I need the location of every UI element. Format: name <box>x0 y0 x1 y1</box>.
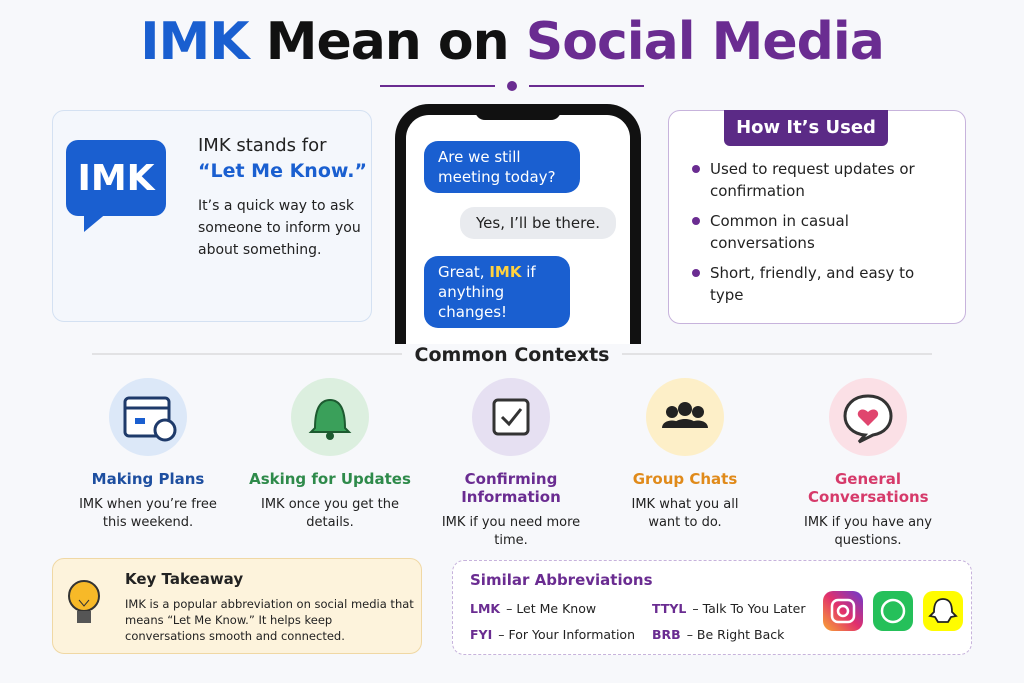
definition-meaning: “Let Me Know.” <box>198 160 367 182</box>
takeaway-card <box>52 558 422 654</box>
title-part: IMK <box>140 12 249 72</box>
title-part: Mean on <box>265 12 510 72</box>
takeaway-title: Key Takeaway <box>125 570 244 588</box>
icon <box>843 394 893 444</box>
context-example: IMK once you get the details. <box>260 497 399 530</box>
bullet <box>692 217 700 225</box>
context-example: IMK if you have any questions. <box>804 515 932 548</box>
similar-abbr: TTYL <box>652 601 687 616</box>
similar-meaning: – Let Me Know <box>506 601 597 616</box>
chat-message: Great, IMK if anything changes! <box>424 256 570 328</box>
similar-meaning: – Be Right Back <box>686 627 785 642</box>
usage-list: Used to request updates or confirmation C… <box>690 158 920 314</box>
context-example: IMK what you all want to do. <box>631 497 739 530</box>
similar-item: LMK – Let Me Know <box>470 601 596 616</box>
title-divider <box>380 81 644 91</box>
chat-message: Yes, I’ll be there. <box>460 207 616 239</box>
definition-text: It’s a quick way to ask someone to infor… <box>198 198 361 258</box>
bullet <box>692 269 700 277</box>
usage-text: Common in casual conversations <box>710 212 849 252</box>
icon <box>308 398 352 440</box>
context-icon <box>291 378 369 456</box>
section-divider <box>92 353 932 355</box>
similar-abbr: LMK <box>470 601 501 616</box>
usage-title: How It’s Used <box>724 110 888 146</box>
context-title: Asking for Updates <box>249 470 411 488</box>
context-icon <box>109 378 187 456</box>
title-part: Social Media <box>525 12 885 72</box>
contexts-title: Common Contexts <box>414 344 610 366</box>
similar-meaning: – Talk To You Later <box>692 601 806 616</box>
usage-item: Common in casual conversations <box>690 210 920 254</box>
bulb-icon <box>68 580 100 623</box>
context-item: General Conversations IMK if you have any… <box>783 378 953 550</box>
imk-icon-text: IMK <box>77 158 155 199</box>
context-title: Confirming Information <box>461 470 561 506</box>
similar-meaning: – For Your Information <box>498 627 635 642</box>
context-example: IMK when you’re free this weekend. <box>79 497 217 530</box>
title: IMK Mean on Social Media <box>0 12 1024 72</box>
usage-item: Short, friendly, and easy to type <box>690 262 920 306</box>
context-icon <box>646 378 724 456</box>
context-item: Making Plans IMK when you’re free this we… <box>63 378 233 532</box>
similar-item: BRB – Be Right Back <box>652 627 784 642</box>
similar-abbr: FYI <box>470 627 493 642</box>
similar-title: Similar Abbreviations <box>470 571 653 589</box>
bullet <box>692 165 700 173</box>
similar-item: FYI – For Your Information <box>470 627 635 642</box>
context-title: Making Plans <box>91 470 205 488</box>
icon <box>662 402 708 428</box>
context-title: Group Chats <box>632 470 738 488</box>
chat-text: if anything changes! <box>438 263 536 321</box>
phone-notch <box>475 104 561 120</box>
context-icon <box>829 378 907 456</box>
takeaway-text: IMK is a popular abbreviation on social … <box>125 597 414 643</box>
social-icons <box>823 591 963 631</box>
context-example: IMK if you need more time. <box>441 515 581 548</box>
definition-lead: IMK stands for <box>198 135 327 156</box>
icon <box>492 398 530 436</box>
context-item: Group Chats IMK what you all want to do. <box>600 378 770 532</box>
context-title: General Conversations <box>808 470 929 506</box>
context-item: Confirming Information IMK if you need mo… <box>426 378 596 550</box>
usage-text: Short, friendly, and easy to type <box>710 264 915 304</box>
context-item: Asking for Updates IMK once you get the d… <box>245 378 415 532</box>
imk-icon <box>66 140 166 232</box>
usage-text: Used to request updates or confirmation <box>710 160 915 200</box>
similar-item: TTYL – Talk To You Later <box>652 601 806 616</box>
chat-message: Are we still meeting today? <box>424 141 580 193</box>
chat-highlight: IMK <box>489 263 522 281</box>
similar-abbr: BRB <box>652 627 681 642</box>
usage-item: Used to request updates or confirmation <box>690 158 920 202</box>
icon <box>123 396 177 442</box>
context-icon <box>472 378 550 456</box>
chat-text: Great, <box>438 263 485 281</box>
